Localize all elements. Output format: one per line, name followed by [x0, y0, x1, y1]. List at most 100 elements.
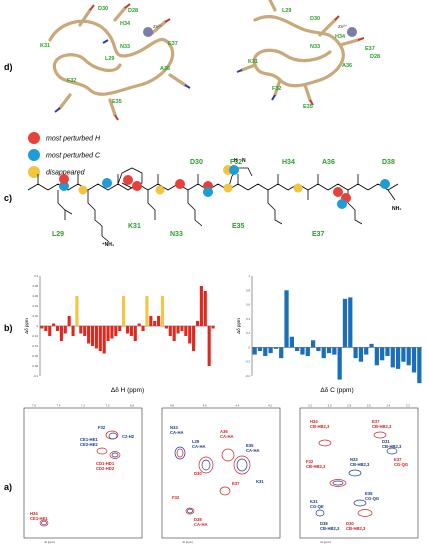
bar [207, 326, 211, 366]
nmr-label: CD1-HD1 [96, 461, 115, 466]
bar [390, 347, 395, 368]
y-tick-label: 0.4 [246, 317, 250, 321]
y-axis-label: Δδ ppm [24, 318, 29, 334]
y-tick-label: 0 [36, 324, 38, 328]
panel-label-c: c) [4, 193, 13, 203]
bar [326, 347, 332, 354]
bar [411, 347, 417, 373]
bar [342, 298, 348, 348]
bar [284, 290, 289, 348]
nmr-peak [111, 452, 119, 458]
structure-label: D28 [370, 54, 380, 60]
bar [75, 296, 79, 326]
structure-label: E37 [168, 41, 178, 47]
peptide-backbone [27, 183, 399, 191]
nmr-spectra: F32 CE1-HE1 CE2-HE2 C2-H2 CD1-HD1 CD2-HD… [23, 404, 419, 544]
x-tick-label: 3.0 [328, 404, 332, 408]
bar [305, 347, 310, 356]
structure-label: E37 [365, 46, 375, 52]
nmr-label: CB-HB2,3 [350, 462, 370, 467]
y-tick-label: -0.08 [32, 364, 39, 368]
bar [211, 326, 215, 329]
bar [300, 347, 305, 355]
nmr-label: E37 [232, 481, 240, 486]
nmr-label: CE1-HE1 [30, 516, 48, 521]
bar [364, 347, 369, 355]
structure-label: N33 [310, 44, 320, 50]
residue-label: D38 [382, 159, 395, 166]
structure-label: L29 [282, 8, 291, 14]
marker-perturbed-c [59, 181, 69, 191]
nmr-label: D31 [382, 439, 390, 444]
bar [40, 326, 44, 329]
bar [63, 326, 67, 334]
x-tick-label: 7.2 [81, 404, 85, 408]
structure-right [240, 0, 360, 102]
marker-perturbed-c [337, 199, 347, 209]
y-tick-label: 0.1 [34, 274, 38, 278]
bar [417, 347, 422, 384]
bar [199, 286, 203, 326]
marker-perturbed-c [102, 178, 112, 188]
bar [67, 316, 71, 326]
nmr-label: CB-HB2,3 [372, 424, 392, 429]
nmr-label: CD2-HD2 [96, 466, 115, 471]
bar [380, 347, 385, 361]
structure-figures: D30 D28 E37 H34 Zn²⁺ N33 K31 A36 F32 E35… [40, 0, 380, 121]
structure-label: K31 [40, 43, 50, 49]
bar-charts: 0.1 0.08 0.06 0.04 0.02 0 -0.02 -0.04 -0.06 -0.08… [24, 274, 422, 394]
atom-n: N [242, 158, 246, 164]
nmr-label: E37 [372, 419, 380, 424]
x-axis-label: ¹H (ppm) [44, 540, 55, 544]
legend-label: most perturbed C [46, 153, 101, 160]
y-tick-label: -0.06 [32, 354, 39, 358]
nmr-peak [357, 509, 373, 517]
structure-label: K31 [248, 59, 258, 65]
bar [157, 316, 161, 326]
bar [176, 326, 180, 334]
nmr-label: CG-QE [310, 504, 324, 509]
marker-perturbed-h [59, 174, 69, 184]
nmr-peak [348, 469, 362, 477]
bar [406, 347, 411, 366]
bar [71, 326, 75, 336]
bar [172, 326, 176, 341]
legend-swatch [28, 132, 40, 144]
marker-disappeared [293, 183, 303, 193]
bar [110, 326, 114, 339]
bar [348, 297, 353, 348]
y-tick-label: -0.2 [245, 360, 250, 364]
marker-disappeared [223, 183, 233, 193]
structure-label: A36 [342, 63, 352, 69]
residue-label: D30 [190, 159, 203, 166]
nmr-peak [221, 448, 235, 462]
nmr-label: CB-HB2,3 [320, 526, 340, 531]
nmr-label: E37 [394, 457, 402, 462]
bar [401, 347, 406, 362]
marker-perturbed-c [229, 165, 239, 175]
x-axis-label: Δδ C (ppm) [320, 387, 353, 394]
x-tick-label: 6.8 [130, 404, 134, 408]
chemical-structure: most perturbed H most perturbed C disappea… [27, 132, 401, 248]
x-tick-label: 2.4 [386, 404, 390, 408]
nmr-label: F32 [306, 459, 314, 464]
zinc-ion-left [143, 27, 153, 37]
y-tick-label: -0.02 [32, 334, 39, 338]
chart-delta-h: 0.1 0.08 0.06 0.04 0.02 0 -0.02 -0.04 -0.06 -0.08… [24, 274, 215, 394]
y-tick-label: -0.4 [245, 374, 250, 378]
bar [184, 326, 188, 336]
structure-label: F32 [67, 78, 76, 84]
y-axis-label: Δδ ppm [236, 318, 241, 334]
panel-label-b: b) [4, 323, 13, 333]
zinc-ion-right [347, 27, 357, 37]
bar [137, 323, 141, 326]
nmr-label: CB-HB2,3 [382, 444, 402, 449]
x-tick-label: 7.0 [106, 404, 110, 408]
nmr-label: L29 [192, 439, 200, 444]
nmr-peak [318, 439, 332, 447]
bar [125, 326, 130, 334]
bar [160, 296, 165, 326]
residue-label: F32 [230, 159, 242, 166]
marker-disappeared [155, 185, 165, 195]
residue-label: H34 [282, 159, 295, 166]
